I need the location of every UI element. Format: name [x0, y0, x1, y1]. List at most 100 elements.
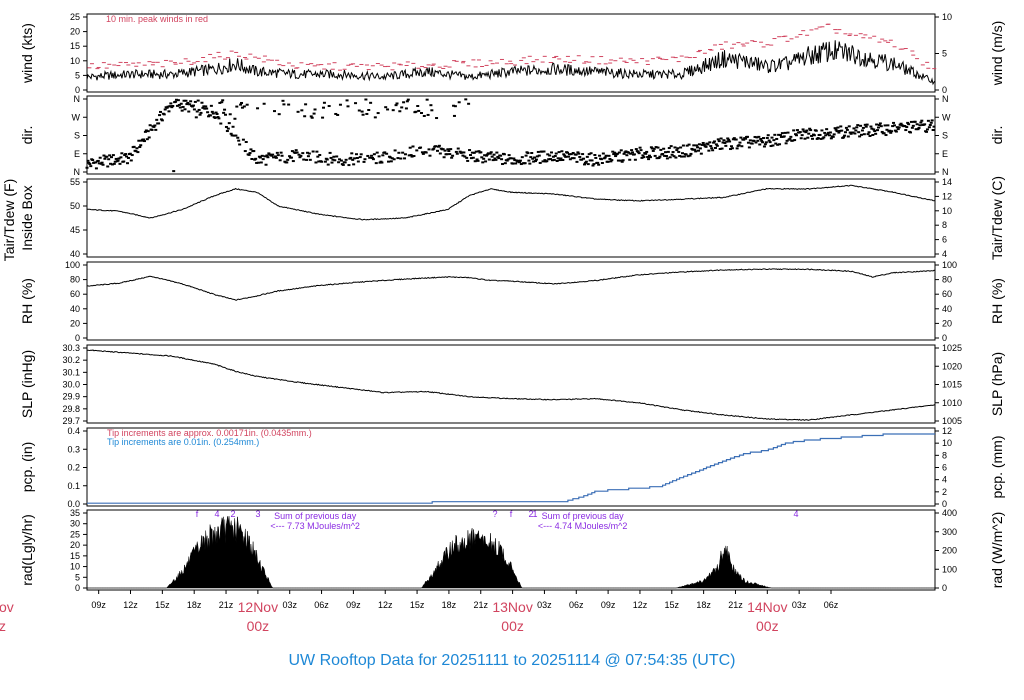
left-tick-label: 30.3 — [62, 343, 80, 353]
left-tick-label: 10 — [70, 562, 80, 572]
right-tick-label: 10 — [942, 12, 952, 22]
right-tick-label: 0 — [942, 333, 947, 343]
right-tick-label: 8 — [942, 450, 947, 460]
right-tick-label: 300 — [942, 527, 957, 537]
x-tick-label: 12z — [378, 600, 393, 610]
y-axis-title-right: Tair/Tdew (C) — [989, 176, 1005, 260]
day-label: 13Nov — [492, 599, 532, 615]
day-label: 14Nov — [747, 599, 787, 615]
right-tick-label: 100 — [942, 564, 957, 574]
y-axis-title-right: pcp. (mm) — [989, 436, 1005, 499]
right-tick-label: 20 — [942, 318, 952, 328]
x-tick-label: 03z — [792, 600, 807, 610]
right-tick-label: W — [942, 112, 951, 122]
day-sub-label: 00z — [756, 618, 779, 634]
y-axis-title-right: SLP (hPa) — [989, 352, 1005, 416]
left-tick-label: 0.4 — [67, 426, 80, 436]
right-tick-label: 200 — [942, 546, 957, 556]
x-tick-label: 03z — [282, 600, 297, 610]
left-tick-label: 80 — [70, 275, 80, 285]
left-tick-label: 30.2 — [62, 355, 80, 365]
right-tick-label: 4 — [942, 249, 947, 259]
left-tick-label: 0.3 — [67, 444, 80, 454]
panel-frame — [86, 13, 936, 93]
y-axis-title-left: rad(Lgly/hr) — [19, 514, 35, 586]
chart-title: UW Rooftop Data for 20251111 to 20251114… — [288, 652, 735, 669]
right-tick-label: 1015 — [942, 380, 962, 390]
left-tick-label: E — [74, 149, 80, 159]
left-tick-label: 50 — [70, 201, 80, 211]
y-axis-title-left: pcp. (in) — [19, 442, 35, 493]
x-tick-label: 18z — [442, 600, 457, 610]
right-tick-label: 6 — [942, 235, 947, 245]
x-axis: 09z 12z 15z 18z 21z 03z 06z 09z 12z 15z 18z 21z 03z 0… — [0, 590, 839, 634]
left-tick-label: 55 — [70, 177, 80, 187]
left-tick-label: 0.1 — [67, 481, 80, 491]
right-tick-label: 1020 — [942, 361, 962, 371]
right-tick-label: 10 — [942, 438, 952, 448]
left-tick-label: 35 — [70, 508, 80, 518]
x-tick-label: 09z — [91, 600, 106, 610]
x-tick-label: 15z — [665, 600, 680, 610]
radiation-marker: 3 — [255, 509, 260, 519]
left-tick-label: 40 — [70, 249, 80, 259]
right-tick-label: 80 — [942, 275, 952, 285]
left-tick-label: 15 — [70, 41, 80, 51]
x-tick-label: 06z — [824, 600, 839, 610]
left-tick-label: 15 — [70, 551, 80, 561]
left-tick-label: 20 — [70, 540, 80, 550]
right-tick-label: 6 — [942, 463, 947, 473]
right-tick-label: S — [942, 131, 948, 141]
right-tick-label: 0 — [942, 499, 947, 509]
y-axis-title-left: SLP (inHg) — [19, 350, 35, 418]
temperature-line — [86, 184, 936, 221]
left-tick-label: 30 — [70, 519, 80, 529]
radiation-marker: ? — [492, 509, 497, 519]
radiation-marker: f — [510, 509, 513, 519]
left-tick-label: N — [74, 167, 81, 177]
left-tick-label: 0.2 — [67, 463, 80, 473]
right-tick-label: 0 — [942, 85, 947, 95]
right-tick-label: 400 — [942, 508, 957, 518]
right-tick-label: 8 — [942, 220, 947, 230]
left-tick-label: 29.9 — [62, 392, 80, 402]
y-axis-title-left: Tair/Tdew (F) — [1, 179, 17, 261]
x-tick-label: 06z — [569, 600, 584, 610]
x-tick-label: 09z — [601, 600, 616, 610]
left-tick-label: 0 — [75, 85, 80, 95]
panel-temperature: 40 45 50 55 4 6 8 10 12 14 Tair/Tdew (F) Inside Box… — [1, 176, 1005, 261]
panel-wind: 0 5 10 15 20 25 0 5 10 wind (kts) wind (m/s) 10 min… — [19, 12, 1005, 95]
left-tick-label: 20 — [70, 318, 80, 328]
y-axis-title-left: dir. — [19, 126, 35, 145]
right-tick-label: 12 — [942, 191, 952, 201]
x-tick-label: 21z — [473, 600, 488, 610]
radiation-marker: 2 — [230, 509, 235, 519]
left-tick-label: 25 — [70, 529, 80, 539]
day-sub-label: 00z — [247, 618, 270, 634]
radiation-marker: 4 — [214, 509, 219, 519]
left-tick-label: 30.1 — [62, 367, 80, 377]
panel-rh: 0 20 40 60 80 100 0 20 40 60 80 100 RH (%) RH (%) — [19, 260, 1005, 343]
rh-line — [86, 268, 936, 301]
peak-wind-dashes — [87, 23, 937, 71]
y-axis-title-right: rad (W/m^2) — [989, 512, 1005, 589]
radiation-sum-note: <--- 4.74 MJoules/m^2 — [538, 521, 628, 531]
wind-speed-line — [86, 40, 936, 86]
radiation-marker: 4 — [793, 509, 798, 519]
left-tick-label: 5 — [75, 572, 80, 582]
radiation-marker: 1 — [532, 509, 537, 519]
left-tick-label: N — [74, 94, 81, 104]
precip-accumulation-line — [87, 433, 935, 504]
y-axis-title-left: RH (%) — [19, 278, 35, 324]
left-tick-label: 0.0 — [67, 499, 80, 509]
x-tick-label: 15z — [155, 600, 170, 610]
peak-wind-note: 10 min. peak winds in red — [106, 14, 208, 24]
right-tick-label: 1005 — [942, 416, 962, 426]
right-tick-label: E — [942, 149, 948, 159]
left-tick-label: 29.7 — [62, 416, 80, 426]
x-tick-label: 09z — [346, 600, 361, 610]
left-tick-label: S — [74, 131, 80, 141]
